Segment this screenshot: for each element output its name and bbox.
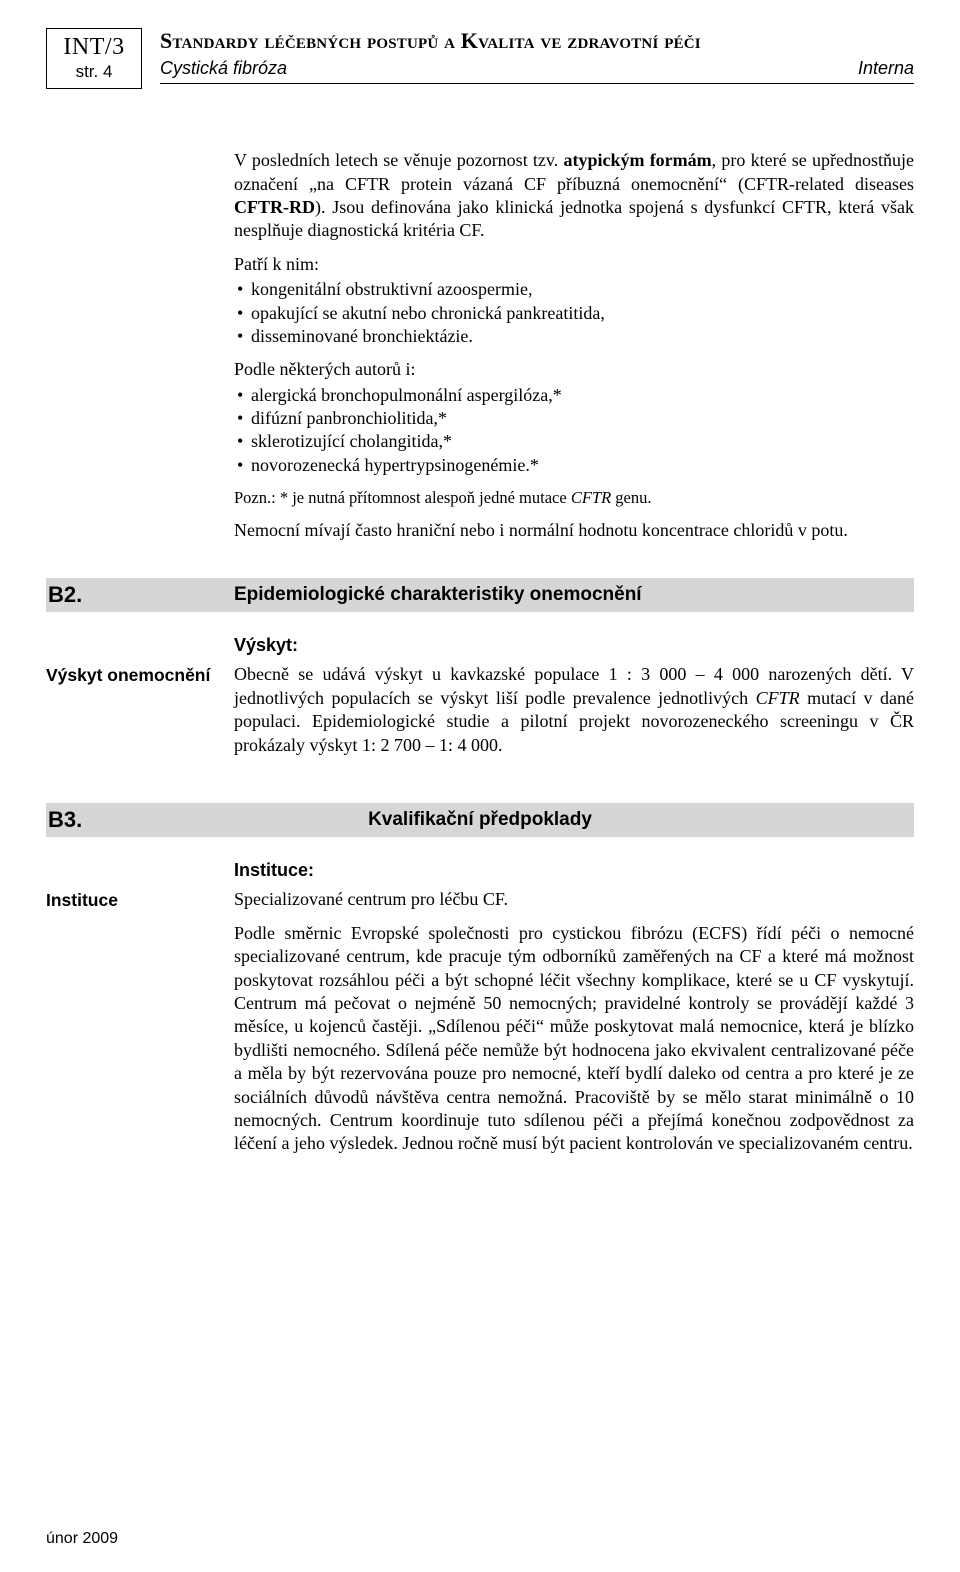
doc-code: INT/3 [61, 33, 127, 62]
document-page: INT/3 str. 4 Standardy léčebných postupů… [0, 0, 960, 1572]
list1-intro: Patří k nim: [234, 253, 914, 276]
section-number: B3. [48, 807, 82, 833]
list-item: novorozenecká hypertrypsinogenémie.* [251, 454, 914, 477]
section-title: Kvalifikační předpoklady [368, 809, 592, 831]
topic-right: Interna [858, 58, 914, 79]
bold-run: atypickým formám [563, 150, 711, 170]
list-item: disseminované bronchiektázie. [251, 325, 914, 348]
list-item: alergická bronchopulmonální aspergilóza,… [251, 384, 914, 407]
italic-run: CFTR [571, 488, 611, 507]
text-run: Pozn.: * je nutná přítomnost alespoň jed… [234, 488, 571, 507]
page-number: str. 4 [61, 62, 127, 82]
list-item: kongenitální obstruktivní azoospermie, [251, 278, 914, 301]
footnote: Pozn.: * je nutná přítomnost alespoň jed… [234, 487, 914, 508]
topic-row: Cystická fibróza Interna [160, 56, 914, 84]
text-run: ). Jsou definována jako klinická jednotk… [234, 197, 914, 240]
section-number: B2. [46, 582, 234, 608]
list-item: difúzní panbronchiolitida,* [251, 407, 914, 430]
topic-left: Cystická fibróza [160, 58, 287, 79]
document-title: Standardy léčebných postupů a Kvalita ve… [160, 28, 914, 54]
list-1: kongenitální obstruktivní azoospermie, o… [234, 278, 914, 348]
section-b2-body: Výskyt onemocnění Výskyt: Obecně se udáv… [46, 634, 914, 767]
header-right: Standardy léčebných postupů a Kvalita ve… [160, 28, 914, 84]
document-id-box: INT/3 str. 4 [46, 28, 142, 89]
intro-paragraph-1: V posledních letech se věnuje pozornost … [234, 149, 914, 243]
list2-intro: Podle některých autorů i: [234, 358, 914, 381]
list-2: alergická bronchopulmonální aspergilóza,… [234, 384, 914, 478]
b3-paragraph-2: Podle směrnic Evropské společnosti pro c… [234, 922, 914, 1156]
page-header: INT/3 str. 4 Standardy léčebných postupů… [46, 28, 914, 89]
sub-heading-vyskyt: Výskyt: [234, 634, 914, 657]
list-item: opakující se akutní nebo chronická pankr… [251, 302, 914, 325]
section-b2-heading: B2. Epidemiologické charakteristiky onem… [46, 578, 914, 612]
italic-run: CFTR [756, 688, 800, 708]
b2-content: Výskyt: Obecně se udává výskyt u kavkazs… [234, 634, 914, 767]
section-b3-heading: B3. Kvalifikační předpoklady [46, 803, 914, 837]
section-title: Epidemiologické charakteristiky onemocně… [234, 584, 642, 606]
bold-run: CFTR-RD [234, 197, 315, 217]
intro-paragraph-2: Nemocní mívají často hraniční nebo i nor… [234, 519, 914, 542]
intro-block: V posledních letech se věnuje pozornost … [234, 149, 914, 542]
margin-note-vyskyt: Výskyt onemocnění [46, 634, 234, 767]
text-run: V posledních letech se věnuje pozornost … [234, 150, 563, 170]
footer-date: únor 2009 [46, 1530, 118, 1548]
sub-heading-instituce: Instituce: [234, 859, 914, 882]
text-run: genu. [611, 488, 651, 507]
b3-paragraph-1: Specializované centrum pro léčbu CF. [234, 888, 914, 911]
b2-paragraph: Obecně se udává výskyt u kavkazské popul… [234, 663, 914, 757]
section-b3-body: Instituce Instituce: Specializované cent… [46, 859, 914, 1166]
list-item: sklerotizující cholangitida,* [251, 430, 914, 453]
b3-content: Instituce: Specializované centrum pro lé… [234, 859, 914, 1166]
margin-note-instituce: Instituce [46, 859, 234, 1166]
